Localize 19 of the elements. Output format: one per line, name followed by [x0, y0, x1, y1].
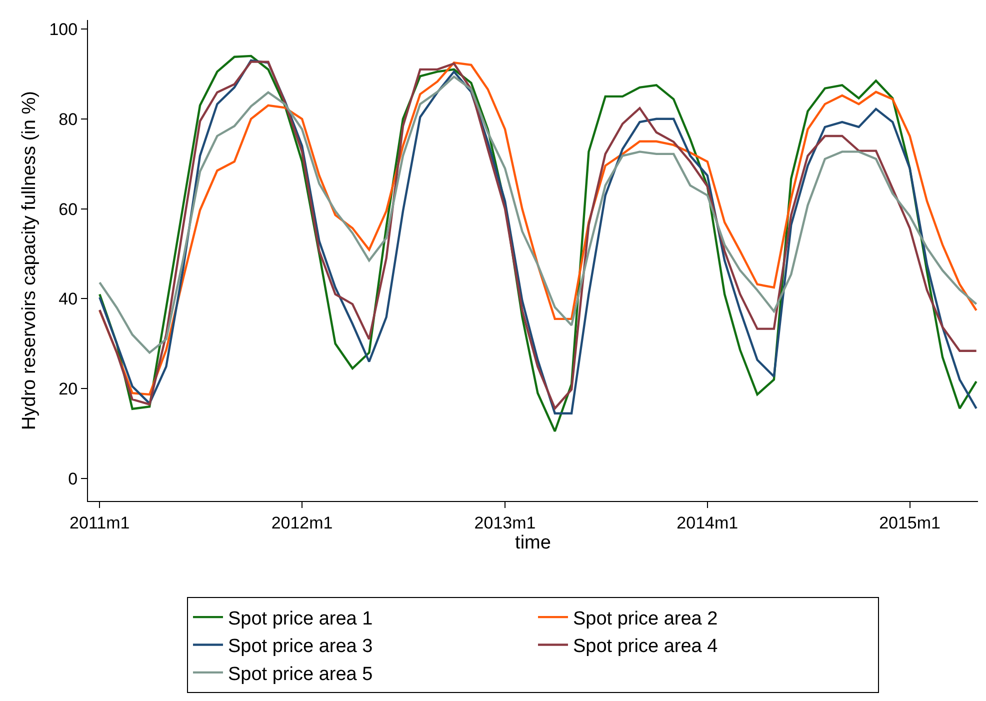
- y-axis-title: Hydro reservoirs capacity fullness (in %): [19, 91, 40, 430]
- y-tick-label: 60: [58, 200, 78, 219]
- y-tick-label: 0: [68, 469, 78, 488]
- y-tick-label: 100: [49, 20, 78, 39]
- x-axis-title: time: [515, 532, 551, 554]
- legend-label: Spot price area 4: [573, 636, 718, 658]
- x-tick-label: 2013m1: [474, 513, 536, 532]
- x-tick-label: 2015m1: [879, 513, 941, 532]
- y-tick-label: 40: [58, 290, 78, 309]
- x-tick-label: 2012m1: [271, 513, 333, 532]
- legend-label: Spot price area 3: [228, 636, 373, 658]
- x-tick-label: 2011m1: [70, 513, 130, 532]
- line-series: [98, 76, 978, 354]
- legend-label: Spot price area 2: [573, 608, 718, 630]
- legend-label: Spot price area 5: [228, 664, 373, 685]
- x-tick-label: 2014m1: [676, 513, 738, 532]
- legend-label: Spot price area 1: [228, 608, 373, 630]
- y-tick-label: 80: [58, 110, 78, 129]
- y-tick-label: 20: [58, 380, 78, 399]
